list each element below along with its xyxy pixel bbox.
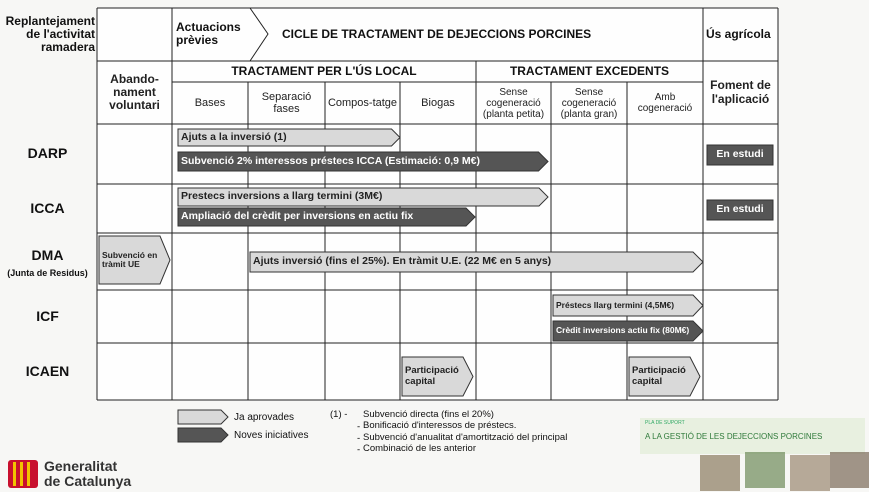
arrow bbox=[552, 320, 704, 342]
arrow bbox=[177, 187, 549, 207]
column-header: Sense cogeneració (planta gran) bbox=[560, 86, 618, 120]
arrow bbox=[249, 251, 704, 273]
legend-arrow bbox=[177, 427, 229, 443]
photo bbox=[745, 452, 785, 488]
note-line: Bonificació d'interessos de préstecs. bbox=[363, 420, 517, 432]
status-text: En estudi bbox=[716, 203, 764, 216]
note-line: Combinació de les anterior bbox=[363, 443, 477, 455]
note-dash: - bbox=[357, 433, 360, 444]
arrow-text: Participació capital bbox=[405, 365, 459, 387]
column-header: Separació fases bbox=[261, 90, 312, 115]
column-header: Sense cogeneració (planta petita) bbox=[482, 86, 545, 120]
note-line: Subvenció d'anualitat d'amortització del… bbox=[363, 431, 568, 443]
column-header: Bases bbox=[194, 96, 226, 109]
plan-bg bbox=[640, 418, 865, 454]
note-marker: (1) - bbox=[330, 408, 348, 420]
photo bbox=[830, 452, 869, 488]
arrow bbox=[177, 128, 401, 147]
logo-stripe bbox=[27, 462, 30, 486]
arrow-text: Subvenció 2% interessos préstecs ICCA (E… bbox=[181, 154, 480, 167]
plan-text: A LA GESTIÓ DE LES DEJECCIONS PORCINES bbox=[645, 431, 823, 441]
arrow bbox=[552, 294, 704, 317]
arrow bbox=[401, 356, 474, 397]
column-header: Abando-nament voluntari bbox=[109, 71, 160, 113]
header-text: Replantejament de l'activitat ramadera bbox=[5, 13, 95, 55]
logo-stripe bbox=[20, 462, 23, 486]
arrow bbox=[177, 207, 476, 227]
plan-small: PLA DE SUPORT bbox=[645, 420, 685, 427]
row-sublabel: (Junta de Residus) bbox=[7, 268, 88, 279]
photo bbox=[790, 455, 830, 491]
row-label: ICF bbox=[36, 307, 59, 324]
note-dash: - bbox=[357, 445, 360, 456]
arrow-text: Prestecs inversions a llarg termini (3M€… bbox=[181, 190, 383, 203]
logo-text: Generalitat de Catalunya bbox=[44, 457, 132, 489]
header-text: Ús agrícola bbox=[706, 26, 771, 41]
status-box bbox=[706, 199, 774, 221]
arrow bbox=[628, 356, 701, 397]
arrow-text: Préstecs llarg termini (4,5M€) bbox=[556, 299, 675, 310]
header-text: CICLE DE TRACTAMENT DE DEJECCIONS PORCIN… bbox=[282, 26, 592, 41]
column-header: Amb cogeneració bbox=[637, 92, 693, 114]
arrow-text: Ajuts inversió (fins el 25%). En tràmit … bbox=[253, 255, 552, 268]
status-box bbox=[706, 144, 774, 166]
arrow-text: Ajuts a la inversió (1) bbox=[181, 130, 287, 143]
group-header: TRACTAMENT PER L'ÚS LOCAL bbox=[231, 63, 417, 78]
legend-label: Noves iniciatives bbox=[234, 429, 309, 441]
header-text: Actuacions prèvies bbox=[176, 19, 241, 47]
row-label: ICCA bbox=[30, 199, 65, 216]
row-label: DARP bbox=[27, 145, 68, 162]
arrow bbox=[98, 235, 171, 285]
note-dash: - bbox=[357, 422, 360, 433]
arrow-text: Participació capital bbox=[632, 365, 686, 387]
column-header: Biogas bbox=[421, 96, 455, 109]
legend-arrow bbox=[177, 409, 229, 425]
arrow-text: Ampliació del crèdit per inversions en a… bbox=[181, 210, 414, 223]
arrow-text: Crèdit inversions actiu fix (80M€) bbox=[556, 325, 690, 336]
logo-stripe bbox=[13, 462, 16, 486]
header-chevron bbox=[249, 7, 269, 62]
arrow-text: Subvenció en tràmit UE bbox=[102, 249, 158, 269]
group-header: TRACTAMENT EXCEDENTS bbox=[509, 63, 670, 78]
column-header: Foment de l'aplicació bbox=[710, 78, 771, 106]
row-label: DMA bbox=[31, 246, 64, 263]
note-line: Subvenció directa (fins el 20%) bbox=[363, 408, 494, 420]
status-text: En estudi bbox=[716, 148, 764, 161]
column-header: Compos-tatge bbox=[327, 96, 398, 109]
arrow bbox=[177, 151, 549, 172]
legend-label: Ja aprovades bbox=[234, 411, 295, 423]
photo bbox=[700, 455, 740, 491]
row-label: ICAEN bbox=[25, 362, 70, 379]
